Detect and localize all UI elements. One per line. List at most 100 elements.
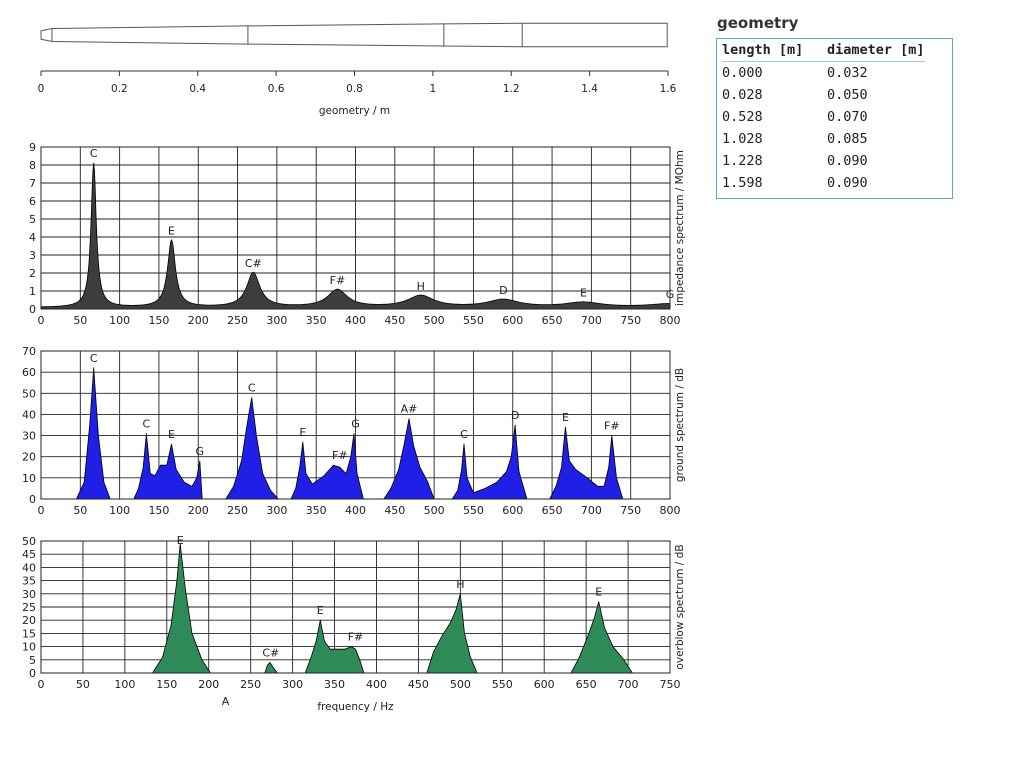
overblow-x-tick-label: 50 — [76, 678, 90, 691]
ground-areas — [76, 367, 624, 499]
overblow-x-tick-label: 700 — [618, 678, 639, 691]
overblow-frame — [40, 540, 671, 674]
overblow-x-tick-label: 200 — [198, 678, 219, 691]
impedance-x-tick-label: 0 — [38, 314, 45, 327]
impedance-y-tick-label: 3 — [29, 249, 36, 262]
diameter-cell: 0.070 — [827, 109, 868, 125]
overblow-x-tick-label: 550 — [492, 678, 513, 691]
overblow-peak-label: A — [222, 695, 230, 708]
overblow-peak-label: E — [317, 604, 324, 617]
geometry-table-box: length [m] diameter [m] 0.000 0.032 0.028… — [716, 38, 953, 199]
ground-frame — [40, 350, 671, 500]
ground-spectrum-region — [451, 424, 528, 499]
impedance-x-tick-label: 250 — [227, 314, 248, 327]
overblow-peak-label: H — [456, 578, 464, 591]
ground-peak-label: G — [351, 417, 360, 430]
geometry-tick-label: 1.6 — [660, 83, 677, 95]
impedance-spectrum-area — [41, 162, 670, 309]
overblow-y-axis-label: overblow spectrum / dB — [674, 544, 686, 669]
ground-x-tick-label: 50 — [73, 504, 87, 517]
ground-x-tick-label: 400 — [345, 504, 366, 517]
ground-x-tick-label: 250 — [227, 504, 248, 517]
impedance-y-tick-label: 7 — [29, 177, 36, 190]
ground-y-tick-label: 20 — [22, 451, 36, 464]
geometry-tick-label: 0.2 — [111, 83, 128, 95]
ground-x-tick-label: 200 — [188, 504, 209, 517]
overblow-y-tick-label: 0 — [29, 667, 36, 680]
overblow-y-tick-label: 25 — [22, 601, 36, 614]
impedance-peak-label: E — [580, 287, 587, 300]
diameter-cell: 0.050 — [827, 87, 868, 103]
overblow-y-tick-label: 15 — [22, 627, 36, 640]
ground-x-tick-label: 750 — [620, 504, 641, 517]
ground-peak-label: A# — [401, 403, 418, 416]
overblow-areas — [152, 543, 633, 673]
ground-x-tick-label: 100 — [109, 504, 130, 517]
impedance-x-tick-label: 800 — [660, 314, 681, 327]
overblow-x-tick-label: 300 — [282, 678, 303, 691]
overblow-x-tick-label: 250 — [240, 678, 261, 691]
impedance-x-tick-label: 700 — [581, 314, 602, 327]
ground-x-tick-label: 150 — [148, 504, 169, 517]
ground-x-tick-label: 700 — [581, 504, 602, 517]
ground-spectrum-region — [549, 426, 624, 499]
impedance-x-tick-label: 600 — [502, 314, 523, 327]
impedance-x-tick-label: 150 — [148, 314, 169, 327]
ground-y-axis-label: ground spectrum / dB — [674, 368, 686, 482]
ground-spectrum-region — [76, 367, 111, 499]
impedance-x-tick-label: 200 — [188, 314, 209, 327]
overblow-x-tick-label: 450 — [408, 678, 429, 691]
impedance-y-tick-label: 1 — [29, 285, 36, 298]
ground-x-tick-label: 650 — [542, 504, 563, 517]
table-row: 1.028 0.085 — [722, 128, 925, 150]
overblow-y-tick-label: 30 — [22, 588, 36, 601]
impedance-peak-label: C — [90, 147, 98, 160]
impedance-frame — [40, 146, 671, 310]
diameter-cell: 0.032 — [827, 65, 868, 81]
length-cell: 0.028 — [722, 87, 763, 103]
impedance-areas — [41, 162, 670, 309]
ground-x-tick-label: 800 — [660, 504, 681, 517]
overblow-peak-label: E — [595, 586, 602, 599]
geometry-tick-label: 1 — [430, 83, 437, 95]
ground-y-tick-label: 70 — [22, 345, 36, 358]
ground-y-tick-label: 10 — [22, 472, 36, 485]
ground-spectrum-region — [290, 433, 364, 499]
geometry-panel: geometry length [m] diameter [m] 0.000 0.… — [716, 14, 953, 199]
overblow-y-tick-label: 10 — [22, 641, 36, 654]
ground-y-tick-label: 60 — [22, 366, 36, 379]
ground-peak-label: C — [248, 382, 256, 395]
ground-x-tick-label: 350 — [306, 504, 327, 517]
overblow-x-axis-label: frequency / Hz — [317, 701, 394, 713]
length-cell: 1.228 — [722, 153, 763, 169]
length-cell: 0.000 — [722, 65, 763, 81]
ground-x-tick-label: 600 — [502, 504, 523, 517]
ground-spectrum-region — [133, 433, 203, 499]
overblow-x-tick-label: 600 — [534, 678, 555, 691]
geometry-table-header-row: length [m] diameter [m] — [722, 41, 925, 62]
ground-peak-label: E — [562, 411, 569, 424]
overblow-peak-label: F# — [348, 631, 364, 644]
instrument-bore-outline — [40, 22, 668, 48]
ground-peak-label: C — [143, 417, 151, 430]
ground-y-tick-label: 0 — [29, 493, 36, 506]
table-row: 0.028 0.050 — [722, 84, 925, 106]
geometry-tick-label: 0.6 — [268, 83, 285, 95]
overblow-spectrum-region — [426, 593, 478, 673]
diameter-cell: 0.085 — [827, 131, 868, 147]
ground-peak-label: C — [90, 352, 98, 365]
impedance-y-tick-label: 5 — [29, 213, 36, 226]
ground-peak-label: F# — [332, 449, 348, 462]
table-row: 0.000 0.032 — [722, 62, 925, 85]
geometry-tick-label: 1.2 — [503, 83, 520, 95]
impedance-x-tick-label: 400 — [345, 314, 366, 327]
impedance-x-tick-label: 750 — [620, 314, 641, 327]
ground-y-tick-label: 50 — [22, 387, 36, 400]
overblow-y-tick-label: 5 — [29, 654, 36, 667]
overblow-y-tick-label: 20 — [22, 614, 36, 627]
overblow-peak-label: C# — [262, 646, 279, 659]
table-row: 1.228 0.090 — [722, 150, 925, 172]
geometry-tick-label: 0 — [38, 83, 45, 95]
ground-peak-label: E — [299, 426, 306, 439]
impedance-chart: 0 50 100 150 200 250 300 350 400 450 500 550 600 650 7… — [29, 141, 686, 327]
